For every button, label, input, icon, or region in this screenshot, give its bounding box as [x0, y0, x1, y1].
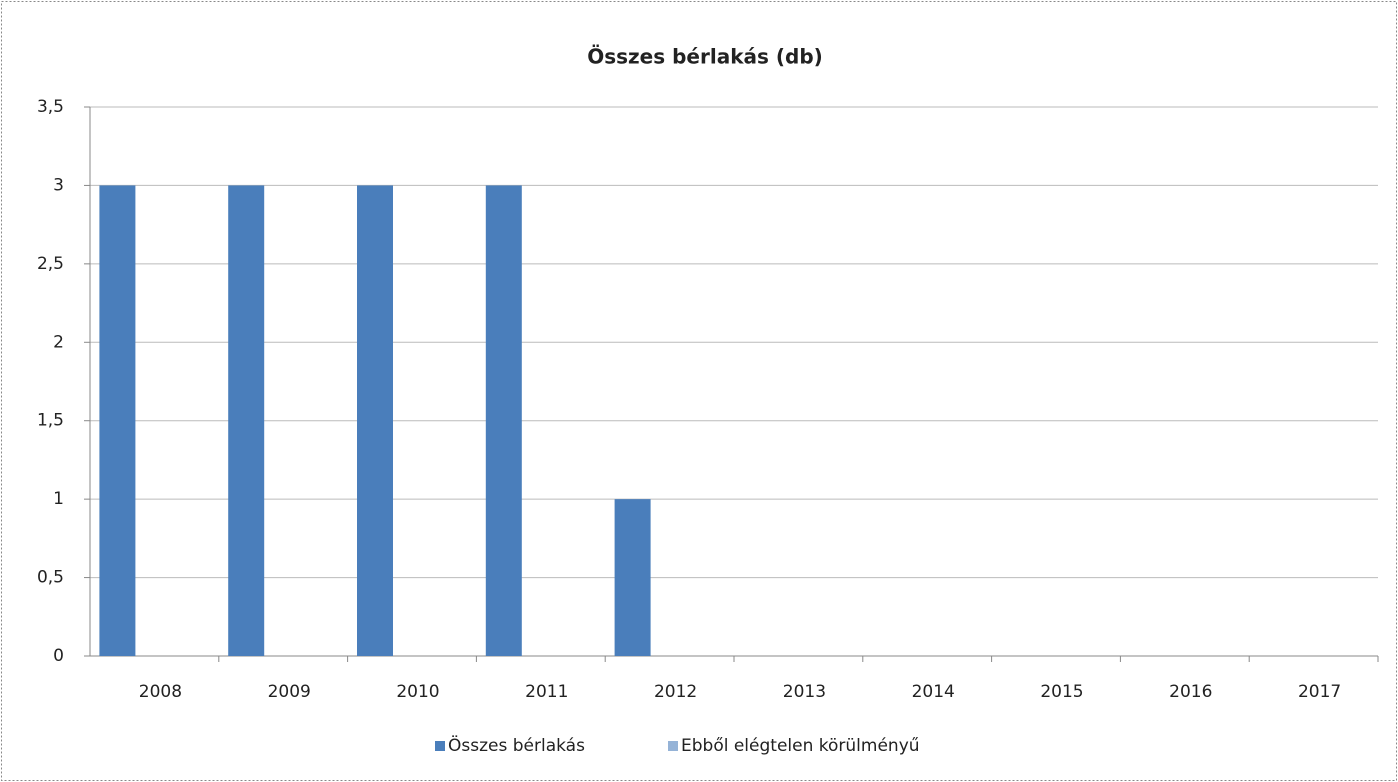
bar [357, 185, 393, 656]
bar [228, 185, 265, 656]
legend-label: Összes bérlakás [448, 734, 585, 756]
y-tick-label: 1 [53, 489, 64, 509]
bar [614, 499, 651, 656]
chart-title: Összes bérlakás (db) [587, 45, 823, 69]
x-tick-label: 2017 [1298, 682, 1341, 702]
x-tick-label: 2014 [912, 682, 955, 702]
legend-label: Ebből elégtelen körülményű [681, 736, 920, 756]
bar [485, 185, 522, 656]
y-tick-label: 1,5 [37, 411, 64, 431]
x-tick-label: 2015 [1040, 682, 1083, 702]
x-tick-label: 2009 [268, 682, 311, 702]
y-tick-label: 0 [53, 646, 64, 666]
legend-swatch [668, 741, 678, 751]
x-tick-label: 2012 [654, 682, 697, 702]
x-tick-label: 2010 [396, 682, 439, 702]
x-tick-label: 2016 [1169, 682, 1212, 702]
y-tick-label: 2 [53, 332, 64, 352]
legend-swatch [435, 741, 445, 751]
y-tick-label: 3 [53, 175, 64, 195]
y-tick-label: 0,5 [37, 568, 64, 588]
y-tick-label: 3,5 [37, 97, 64, 117]
x-tick-label: 2011 [525, 682, 568, 702]
x-tick-label: 2008 [139, 682, 182, 702]
bar [99, 185, 136, 656]
y-tick-label: 2,5 [37, 254, 64, 274]
x-tick-label: 2013 [783, 682, 826, 702]
